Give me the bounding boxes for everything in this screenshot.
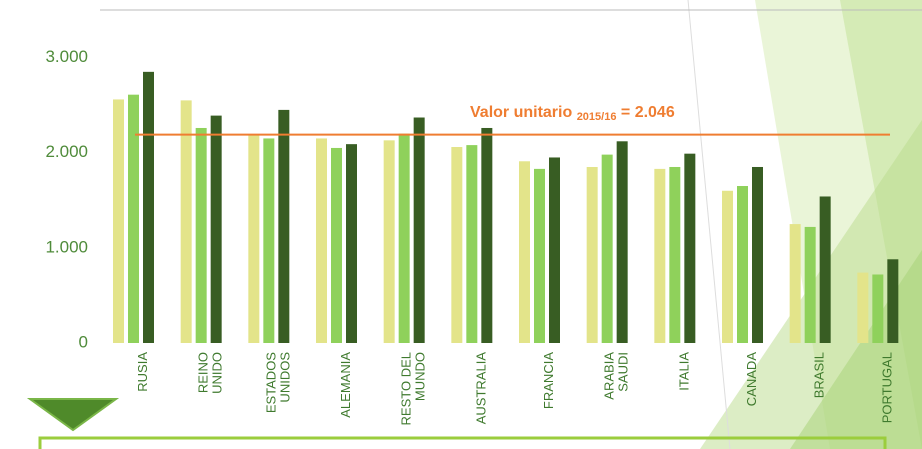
- bar: [789, 224, 801, 343]
- y-tick-label: 3.000: [45, 47, 88, 66]
- bar: [534, 168, 545, 343]
- bar: [316, 138, 327, 343]
- annotation: Valor unitario 2015/16 = 2.046: [470, 104, 675, 123]
- y-tick-label: 2.000: [45, 142, 88, 161]
- bar: [346, 144, 357, 343]
- y-tick-label: 0: [79, 332, 88, 351]
- bar: [737, 186, 748, 343]
- y-tick-label: 1.000: [45, 237, 88, 256]
- bar: [451, 147, 463, 343]
- x-tick-label: ITALIA: [677, 352, 692, 391]
- bar: [143, 71, 154, 343]
- bar: [616, 141, 628, 343]
- bar: [263, 138, 275, 343]
- x-tick-label: PORTUGAL: [880, 352, 895, 423]
- bar: [804, 226, 816, 343]
- bar: [654, 168, 666, 343]
- bar: [210, 115, 222, 343]
- x-tick-label: ARABIASAUDI: [602, 352, 631, 400]
- bar: [752, 166, 763, 343]
- x-tick-label: FRANCIA: [541, 352, 556, 409]
- x-tick-label: REINOUNIDO: [196, 352, 225, 394]
- x-tick-label: RUSIA: [135, 352, 150, 392]
- bar: [872, 274, 884, 343]
- bar: [383, 140, 395, 343]
- bar: [669, 166, 681, 343]
- bar: [481, 127, 493, 343]
- bar: [128, 94, 139, 343]
- x-tick-label: CANADA: [744, 352, 759, 407]
- bar: [331, 147, 342, 343]
- bar: [413, 117, 425, 343]
- bar: [601, 154, 613, 343]
- bar: [180, 100, 192, 343]
- bar: [113, 99, 124, 343]
- bar: [857, 272, 869, 343]
- bar: [248, 134, 260, 343]
- bar: [398, 133, 410, 343]
- bar: [684, 153, 696, 343]
- bar: [586, 166, 598, 343]
- x-tick-label: RESTO DELMUNDO: [399, 352, 428, 425]
- bar: [819, 196, 831, 343]
- bar: [466, 145, 478, 343]
- bar: [722, 190, 733, 343]
- bar: [887, 259, 899, 343]
- bar: [549, 157, 560, 343]
- x-tick-label: ALEMANIA: [338, 352, 353, 418]
- x-tick-label: AUSTRALIA: [474, 352, 489, 425]
- x-tick-label: BRASIL: [812, 352, 827, 398]
- bar: [195, 127, 207, 343]
- bar: [519, 161, 530, 343]
- bar: [278, 109, 290, 344]
- x-tick-label: ESTADOSUNIDOS: [264, 352, 293, 413]
